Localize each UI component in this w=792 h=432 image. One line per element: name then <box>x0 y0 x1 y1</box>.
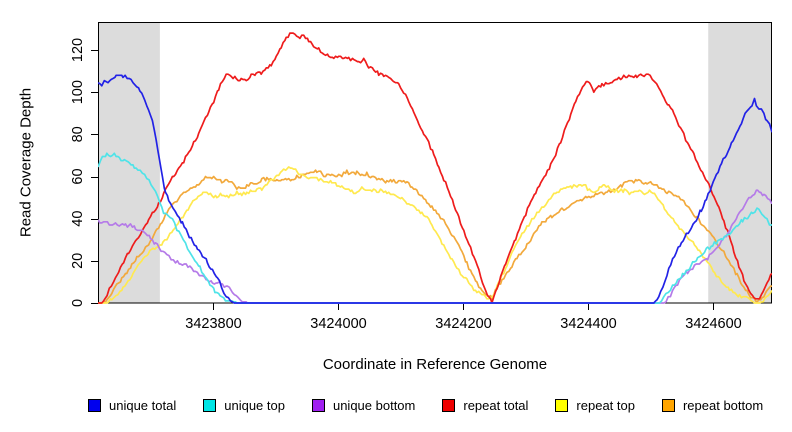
y-tick-label: 40 <box>70 211 86 227</box>
legend-swatch-unique-bottom <box>311 399 325 412</box>
y-tick-label: 20 <box>70 253 86 269</box>
x-axis-title: Coordinate in Reference Genome <box>322 356 548 373</box>
legend-item-unique-total: unique total <box>88 398 176 413</box>
x-tick-label: 3424600 <box>685 316 741 332</box>
y-axis-title: Read Coverage Depth <box>17 87 35 238</box>
legend-swatch-repeat-total <box>442 399 456 412</box>
legend-label: unique top <box>224 398 285 413</box>
shaded-region <box>708 22 772 303</box>
legend-swatch-unique-total <box>88 399 101 412</box>
legend-item-unique-top: unique top <box>203 398 285 413</box>
legend-label: unique total <box>109 398 177 413</box>
legend-label: unique bottom <box>332 398 416 413</box>
legend-label: repeat total <box>463 398 529 413</box>
plot-border <box>98 22 772 304</box>
legend-item-repeat-top: repeat top <box>555 398 635 413</box>
legend-swatch-unique-top <box>203 399 217 412</box>
x-tick-label: 3424000 <box>310 316 366 332</box>
legend-swatch-repeat-bottom <box>661 399 675 412</box>
y-tick-label: 120 <box>70 38 86 62</box>
series-line-unique-total <box>98 74 772 304</box>
x-tick-label: 3424400 <box>560 316 616 332</box>
legend-item-repeat-bottom: repeat bottom <box>661 398 764 413</box>
legend-label: repeat bottom <box>682 398 764 413</box>
x-tick-label: 3424200 <box>435 316 491 332</box>
series-line-unique-bottom <box>98 189 772 304</box>
y-tick-label: 100 <box>70 80 86 104</box>
legend: unique total unique top unique bottom repea… <box>88 398 763 413</box>
legend-label: repeat top <box>576 398 635 413</box>
y-tick-label: 60 <box>70 168 86 184</box>
series-line-repeat-total <box>98 32 772 304</box>
series-line-unique-top <box>98 152 772 304</box>
series-line-repeat-bottom <box>98 169 772 304</box>
y-tick-label: 0 <box>70 299 86 307</box>
series-line-repeat-top <box>98 166 772 304</box>
legend-swatch-repeat-top <box>555 399 569 412</box>
x-tick-label: 3423800 <box>185 316 241 332</box>
legend-item-repeat-total: repeat total <box>442 398 528 413</box>
legend-item-unique-bottom: unique bottom <box>311 398 416 413</box>
y-tick-label: 80 <box>70 126 86 142</box>
